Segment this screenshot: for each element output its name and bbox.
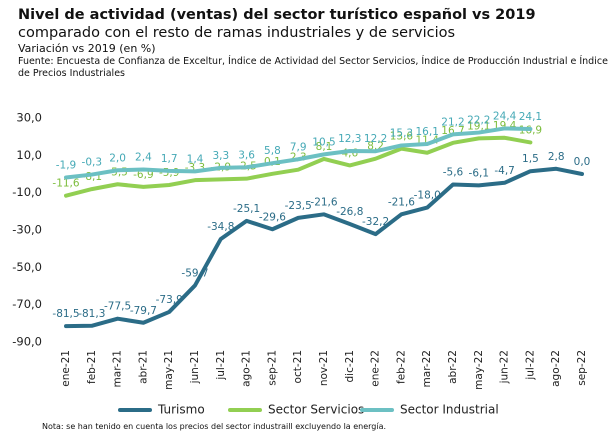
note: Nota: se han tenido en cuenta los precio…	[42, 422, 387, 431]
data-label: -5,6	[443, 166, 464, 178]
data-label: -21,6	[388, 196, 415, 208]
data-label: 21,2	[441, 116, 464, 128]
title-bold: Nivel de actividad (ventas) del sector t…	[18, 7, 536, 23]
legend-label: Sector Servicios	[268, 403, 364, 417]
x-tick-label: feb-21	[86, 350, 98, 384]
x-tick-label: oct-21	[292, 350, 304, 383]
data-label: -18,0	[414, 190, 441, 202]
x-tick-label: may-22	[473, 350, 485, 390]
x-tick-label: jul-21	[215, 350, 227, 381]
series-line	[64, 126, 533, 180]
data-label: -81,5	[52, 308, 79, 320]
y-tick-label: -50,0	[12, 260, 42, 274]
data-label: -29,6	[259, 211, 286, 223]
x-tick-label: jun-21	[189, 350, 201, 384]
data-label: 0,0	[574, 156, 591, 168]
data-label: -26,8	[336, 206, 363, 218]
x-tick-label: feb-22	[395, 350, 407, 384]
series-line	[64, 135, 533, 198]
data-label: 13,6	[390, 131, 414, 143]
x-tick-label: abr-22	[447, 350, 459, 384]
data-label: 24,4	[493, 110, 517, 122]
x-tick-label: abr-21	[137, 350, 149, 384]
y-tick-label: -70,0	[12, 297, 42, 311]
title: Nivel de actividad (ventas) del sector t…	[18, 6, 608, 42]
x-tick-label: ago-21	[241, 350, 253, 387]
data-label: 12,2	[364, 133, 387, 145]
data-label: 2,4	[135, 152, 152, 164]
data-label: -1,9	[56, 160, 77, 172]
data-label: -25,1	[233, 203, 260, 215]
data-label: -59,7	[181, 267, 208, 279]
data-label: 1,4	[187, 153, 204, 165]
x-tick-label: sep-22	[576, 350, 588, 386]
data-label: -6,1	[469, 167, 490, 179]
data-label: 19,1	[467, 120, 490, 132]
data-label: 7,9	[290, 141, 307, 153]
legend-label: Sector Industrial	[400, 403, 499, 417]
title-rest: comparado con el resto de ramas industri…	[18, 25, 456, 41]
data-label: 16,1	[416, 126, 439, 138]
y-tick-label: 30,0	[16, 111, 42, 125]
data-label: -0,3	[82, 157, 103, 169]
y-tick-label: 10,0	[16, 148, 42, 162]
data-label: 12,3	[338, 133, 361, 145]
x-tick-label: ene-21	[60, 350, 72, 387]
data-label: -21,6	[310, 196, 337, 208]
x-tick-label: mar-22	[421, 350, 433, 387]
data-label: 1,7	[161, 153, 178, 165]
data-label: 24,1	[519, 111, 542, 123]
data-label: 22,2	[467, 115, 490, 127]
data-label: 2,0	[109, 152, 126, 164]
data-label: 3,6	[238, 149, 255, 161]
data-label: -23,5	[285, 200, 312, 212]
data-label: 5,8	[264, 145, 281, 157]
data-label: 10,5	[312, 136, 335, 148]
data-label: -73,9	[156, 294, 183, 306]
y-tick-label: -10,0	[12, 185, 42, 199]
source: Fuente: Encuesta de Confianza de Exceltu…	[18, 56, 608, 79]
data-label: 2,8	[548, 151, 565, 163]
subtitle: Variación vs 2019 (en %)	[18, 42, 156, 55]
data-label: 8,1	[316, 141, 333, 153]
header: Nivel de actividad (ventas) del sector t…	[18, 6, 608, 80]
data-label: -34,8	[207, 221, 234, 233]
data-label: -4,7	[494, 165, 515, 177]
legend-label: Turismo	[157, 403, 205, 417]
x-tick-label: mar-21	[112, 350, 124, 387]
x-tick-label: dic-21	[344, 350, 356, 383]
x-tick-label: jul-22	[524, 350, 536, 381]
x-tick-label: jun-22	[499, 350, 511, 384]
x-tick-label: may-21	[163, 350, 175, 390]
y-tick-label: -90,0	[12, 335, 42, 349]
data-label: -11,6	[52, 178, 79, 190]
data-label: -79,7	[130, 305, 157, 317]
x-tick-label: sep-21	[266, 350, 278, 386]
data-label: 1,5	[522, 153, 539, 165]
x-tick-label: ene-22	[370, 350, 382, 387]
series-line	[64, 166, 584, 329]
data-label: 3,3	[212, 150, 229, 162]
y-tick-label: -30,0	[12, 223, 42, 237]
data-label: -6,9	[133, 169, 154, 181]
x-tick-label: nov-21	[318, 350, 330, 386]
data-label: -32,2	[362, 216, 389, 228]
data-label: 15,3	[390, 127, 413, 139]
x-tick-label: ago-22	[550, 350, 562, 387]
data-label: -81,3	[78, 308, 105, 320]
data-label: -77,5	[104, 301, 131, 313]
